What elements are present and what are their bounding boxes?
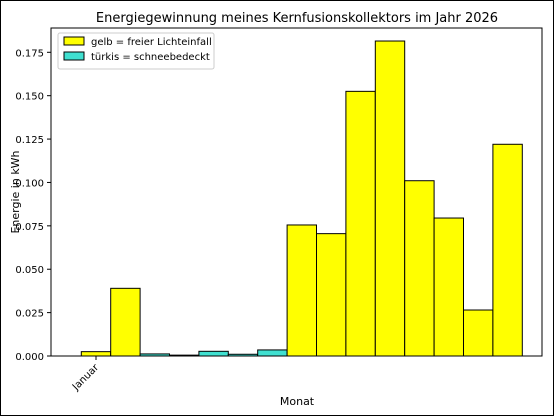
legend-swatch-snow: [63, 51, 85, 61]
y-tick-label: 0.000: [15, 352, 44, 363]
bar-6: [227, 353, 259, 357]
bar-15: [492, 143, 523, 357]
y-axis-label: Energie in kWh: [9, 150, 22, 233]
bar-4: [169, 354, 200, 357]
y-tick-label: 0.150: [15, 92, 44, 103]
bar-5: [198, 350, 229, 357]
legend-label-sun: gelb = freier Lichteinfall: [91, 37, 212, 48]
bar-8: [286, 224, 318, 357]
bar-2: [110, 287, 141, 357]
y-tick-label: 0.175: [15, 48, 44, 59]
bar-1: [80, 351, 112, 357]
legend-box: [57, 32, 215, 70]
y-tick-label: 0.100: [15, 178, 44, 189]
bar-12: [404, 180, 435, 357]
legend-label-snow: türkis = schneebedeckt: [91, 52, 210, 63]
x-tick-label: Januar: [70, 362, 102, 394]
y-tick-label: 0.075: [15, 222, 44, 233]
chart-title: Energiegewinnung meines Kernfusionskolle…: [96, 11, 498, 26]
legend-swatch-sun: [63, 36, 85, 46]
bar-14: [463, 309, 494, 357]
bar-10: [345, 90, 376, 357]
bar-13: [433, 217, 465, 357]
bar-group: [80, 40, 523, 357]
y-axis: 0.000 0.025 0.050 0.075 0.100 0.125 0.150 0.175: [15, 48, 51, 363]
x-axis-label: Monat: [280, 395, 315, 408]
y-tick-label: 0.125: [15, 135, 44, 146]
x-axis: Januar: [70, 356, 102, 393]
legend: gelb = freier Lichteinfall türkis = schne…: [57, 32, 215, 70]
y-tick-label: 0.050: [15, 265, 44, 276]
bar-3: [139, 353, 171, 357]
y-tick-label: 0.025: [15, 309, 44, 320]
bar-9: [316, 233, 347, 357]
bar-7: [257, 349, 288, 357]
bar-11: [374, 40, 406, 357]
